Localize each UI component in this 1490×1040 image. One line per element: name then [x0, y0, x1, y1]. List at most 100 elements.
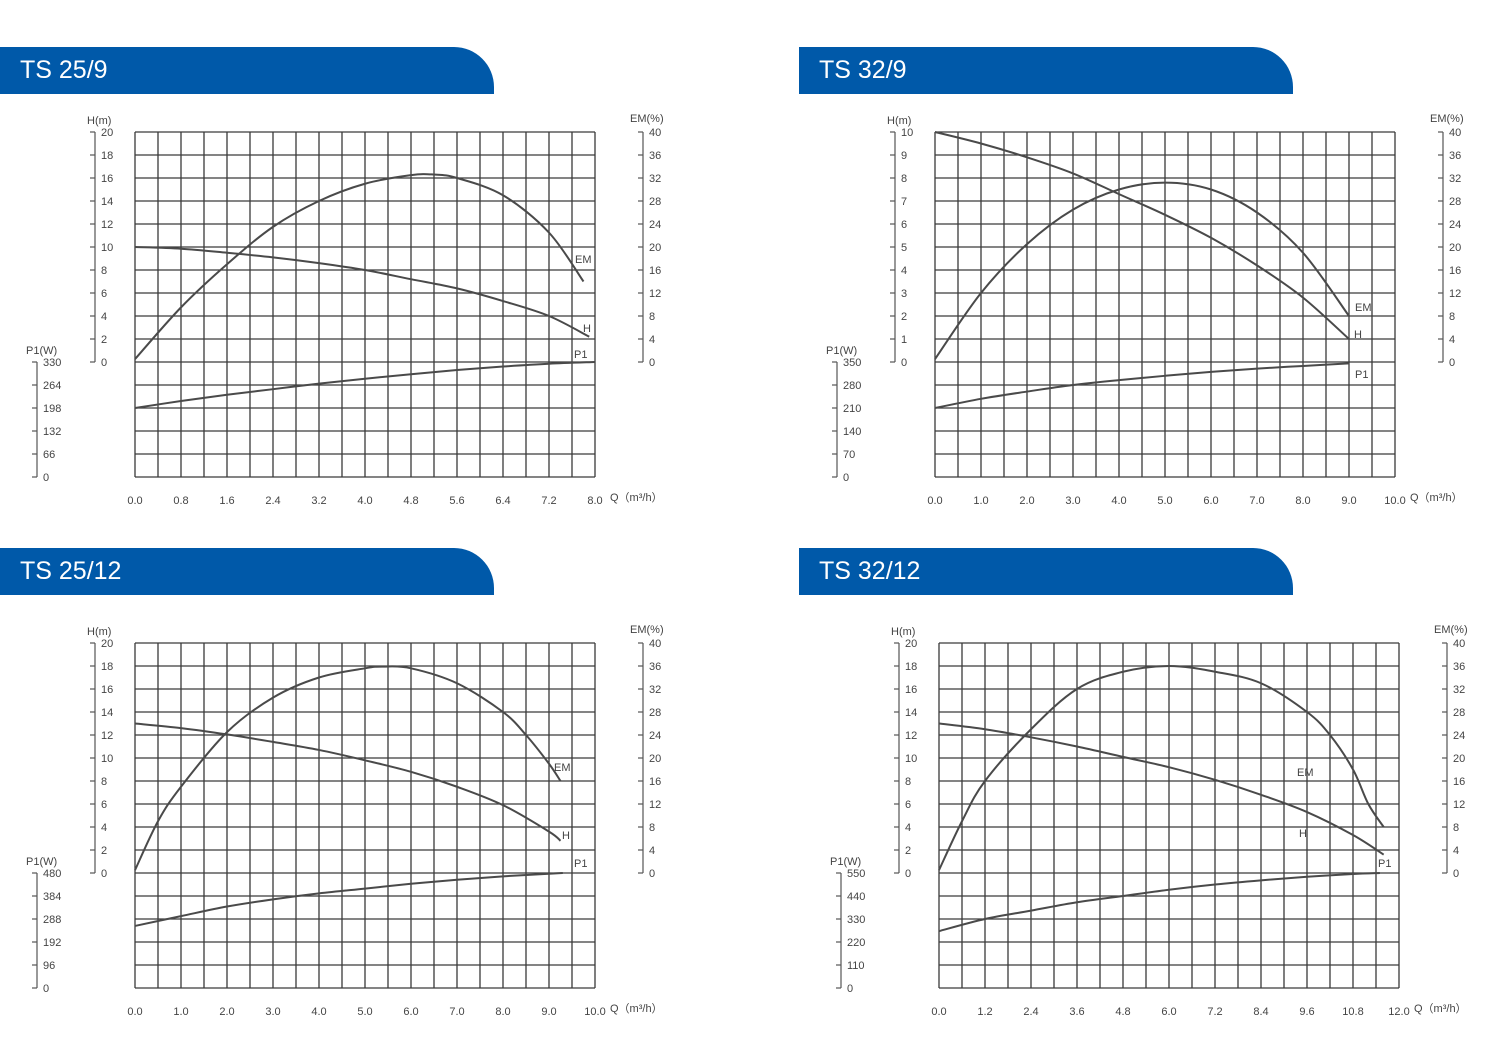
x-tick-label: 6.4 — [495, 495, 510, 507]
series-p1-label: P1 — [574, 349, 587, 361]
h-axis-label: H(m) — [87, 115, 111, 127]
em-tick-label: 20 — [649, 753, 661, 765]
em-tick-label: 32 — [1453, 684, 1465, 696]
h-tick-label: 18 — [101, 661, 113, 673]
h-tick-label: 4 — [101, 311, 107, 323]
p1-tick-label: 0 — [847, 983, 853, 995]
x-axis-label: Q（m³/h） — [1414, 1002, 1467, 1015]
x-tick-label: 5.0 — [1157, 495, 1172, 507]
p1-tick-label: 0 — [43, 983, 49, 995]
h-tick-label: 14 — [101, 707, 113, 719]
grid — [134, 131, 596, 478]
x-tick-label: 4.8 — [1115, 1006, 1130, 1018]
em-tick-label: 4 — [649, 845, 655, 857]
h-axis-label: H(m) — [887, 115, 911, 127]
p1-tick-label: 192 — [43, 937, 61, 949]
em-tick-label: 12 — [649, 799, 661, 811]
x-axis-label: Q（m³/h） — [610, 491, 663, 504]
chart-svg: 0.0 1.0 2.0 3.0 4.0 5.0 6.0 7.0 8.0 9.0 10.0 Q（m³/h… — [826, 113, 1464, 507]
h-axis — [90, 642, 96, 874]
h-tick-label: 1 — [901, 334, 907, 346]
grid — [934, 131, 1396, 478]
h-tick-label: 9 — [901, 150, 907, 162]
series-p1-label: P1 — [574, 858, 587, 870]
series-p1-curve — [134, 872, 563, 927]
em-axis — [1442, 642, 1448, 874]
h-tick-label: 6 — [101, 799, 107, 811]
em-tick-label: 40 — [1449, 127, 1461, 139]
p1-tick-label: 110 — [847, 960, 865, 972]
series-h-curve — [134, 722, 562, 842]
em-tick-label: 40 — [1453, 638, 1465, 650]
h-axis — [894, 642, 900, 874]
h-axis-label: H(m) — [87, 626, 111, 638]
em-tick-label: 40 — [649, 127, 661, 139]
em-tick-label: 24 — [649, 730, 661, 742]
h-axis — [890, 131, 896, 363]
series-h-curve — [134, 246, 590, 338]
h-tick-label: 10 — [901, 127, 913, 139]
em-tick-label: 20 — [1453, 753, 1465, 765]
grid — [134, 642, 596, 989]
series-em-label: EM — [1355, 302, 1372, 314]
h-tick-label: 10 — [101, 242, 113, 254]
p1-tick-label: 96 — [43, 960, 55, 972]
h-tick-label: 12 — [101, 730, 113, 742]
pump-curve-chart: 0.0 1.2 2.4 3.6 4.8 6.0 7.2 8.4 9.6 10.8 12.0 Q（m³/… — [804, 611, 1490, 1031]
p1-tick-label: 66 — [43, 449, 55, 461]
h-tick-label: 8 — [101, 265, 107, 277]
x-tick-label: 2.0 — [219, 1006, 234, 1018]
h-tick-label: 2 — [101, 845, 107, 857]
x-tick-label: 10.8 — [1342, 1006, 1363, 1018]
h-tick-label: 3 — [901, 288, 907, 300]
em-axis — [1438, 131, 1444, 363]
x-tick-label: 2.4 — [1023, 1006, 1038, 1018]
em-tick-label: 32 — [649, 684, 661, 696]
h-tick-label: 0 — [101, 868, 107, 880]
x-tick-label: 7.2 — [541, 495, 556, 507]
x-tick-label: 1.0 — [173, 1006, 188, 1018]
series-p1-curve — [938, 872, 1380, 933]
p1-axis — [836, 872, 842, 989]
chart-title-banner: TS 25/12 — [0, 548, 494, 595]
series-h-curve — [934, 131, 1350, 340]
series-em-label: EM — [1297, 767, 1314, 779]
h-tick-label: 4 — [101, 822, 107, 834]
em-tick-label: 28 — [649, 707, 661, 719]
pump-curve-chart: 0.0 0.8 1.6 2.4 3.2 4.0 4.8 5.6 6.4 7.2 8.0 Q（m³/h）… — [0, 100, 690, 520]
x-tick-label: 1.0 — [973, 495, 988, 507]
chart-title: TS 25/12 — [20, 557, 122, 585]
h-tick-label: 16 — [101, 684, 113, 696]
x-tick-label: 2.0 — [1019, 495, 1034, 507]
series-em-curve — [934, 181, 1350, 360]
x-tick-label: 0.8 — [173, 495, 188, 507]
h-tick-label: 12 — [905, 730, 917, 742]
chart-title: TS 25/9 — [20, 56, 108, 84]
p1-tick-label: 550 — [847, 868, 865, 880]
x-tick-label: 5.0 — [357, 1006, 372, 1018]
em-tick-label: 16 — [1453, 776, 1465, 788]
em-axis — [638, 131, 644, 363]
p1-tick-label: 330 — [847, 914, 865, 926]
h-tick-label: 6 — [101, 288, 107, 300]
series-p1-label: P1 — [1378, 858, 1391, 870]
x-tick-label: 4.0 — [1111, 495, 1126, 507]
em-tick-label: 8 — [1453, 822, 1459, 834]
chart-title: TS 32/9 — [819, 56, 907, 84]
series-p1-label: P1 — [1355, 369, 1368, 381]
x-tick-label: 3.0 — [265, 1006, 280, 1018]
em-tick-label: 24 — [1453, 730, 1465, 742]
x-tick-label: 9.0 — [1341, 495, 1356, 507]
h-tick-label: 2 — [905, 845, 911, 857]
p1-tick-label: 140 — [843, 426, 861, 438]
x-tick-label: 7.0 — [449, 1006, 464, 1018]
x-tick-label: 0.0 — [127, 495, 142, 507]
series-h-label: H — [1354, 329, 1362, 341]
series-h-label: H — [583, 323, 591, 335]
series-em-curve — [134, 665, 562, 871]
em-tick-label: 16 — [649, 776, 661, 788]
chart-title-banner: TS 25/9 — [0, 47, 494, 94]
p1-tick-label: 70 — [843, 449, 855, 461]
h-tick-label: 5 — [901, 242, 907, 254]
x-tick-label: 4.8 — [403, 495, 418, 507]
